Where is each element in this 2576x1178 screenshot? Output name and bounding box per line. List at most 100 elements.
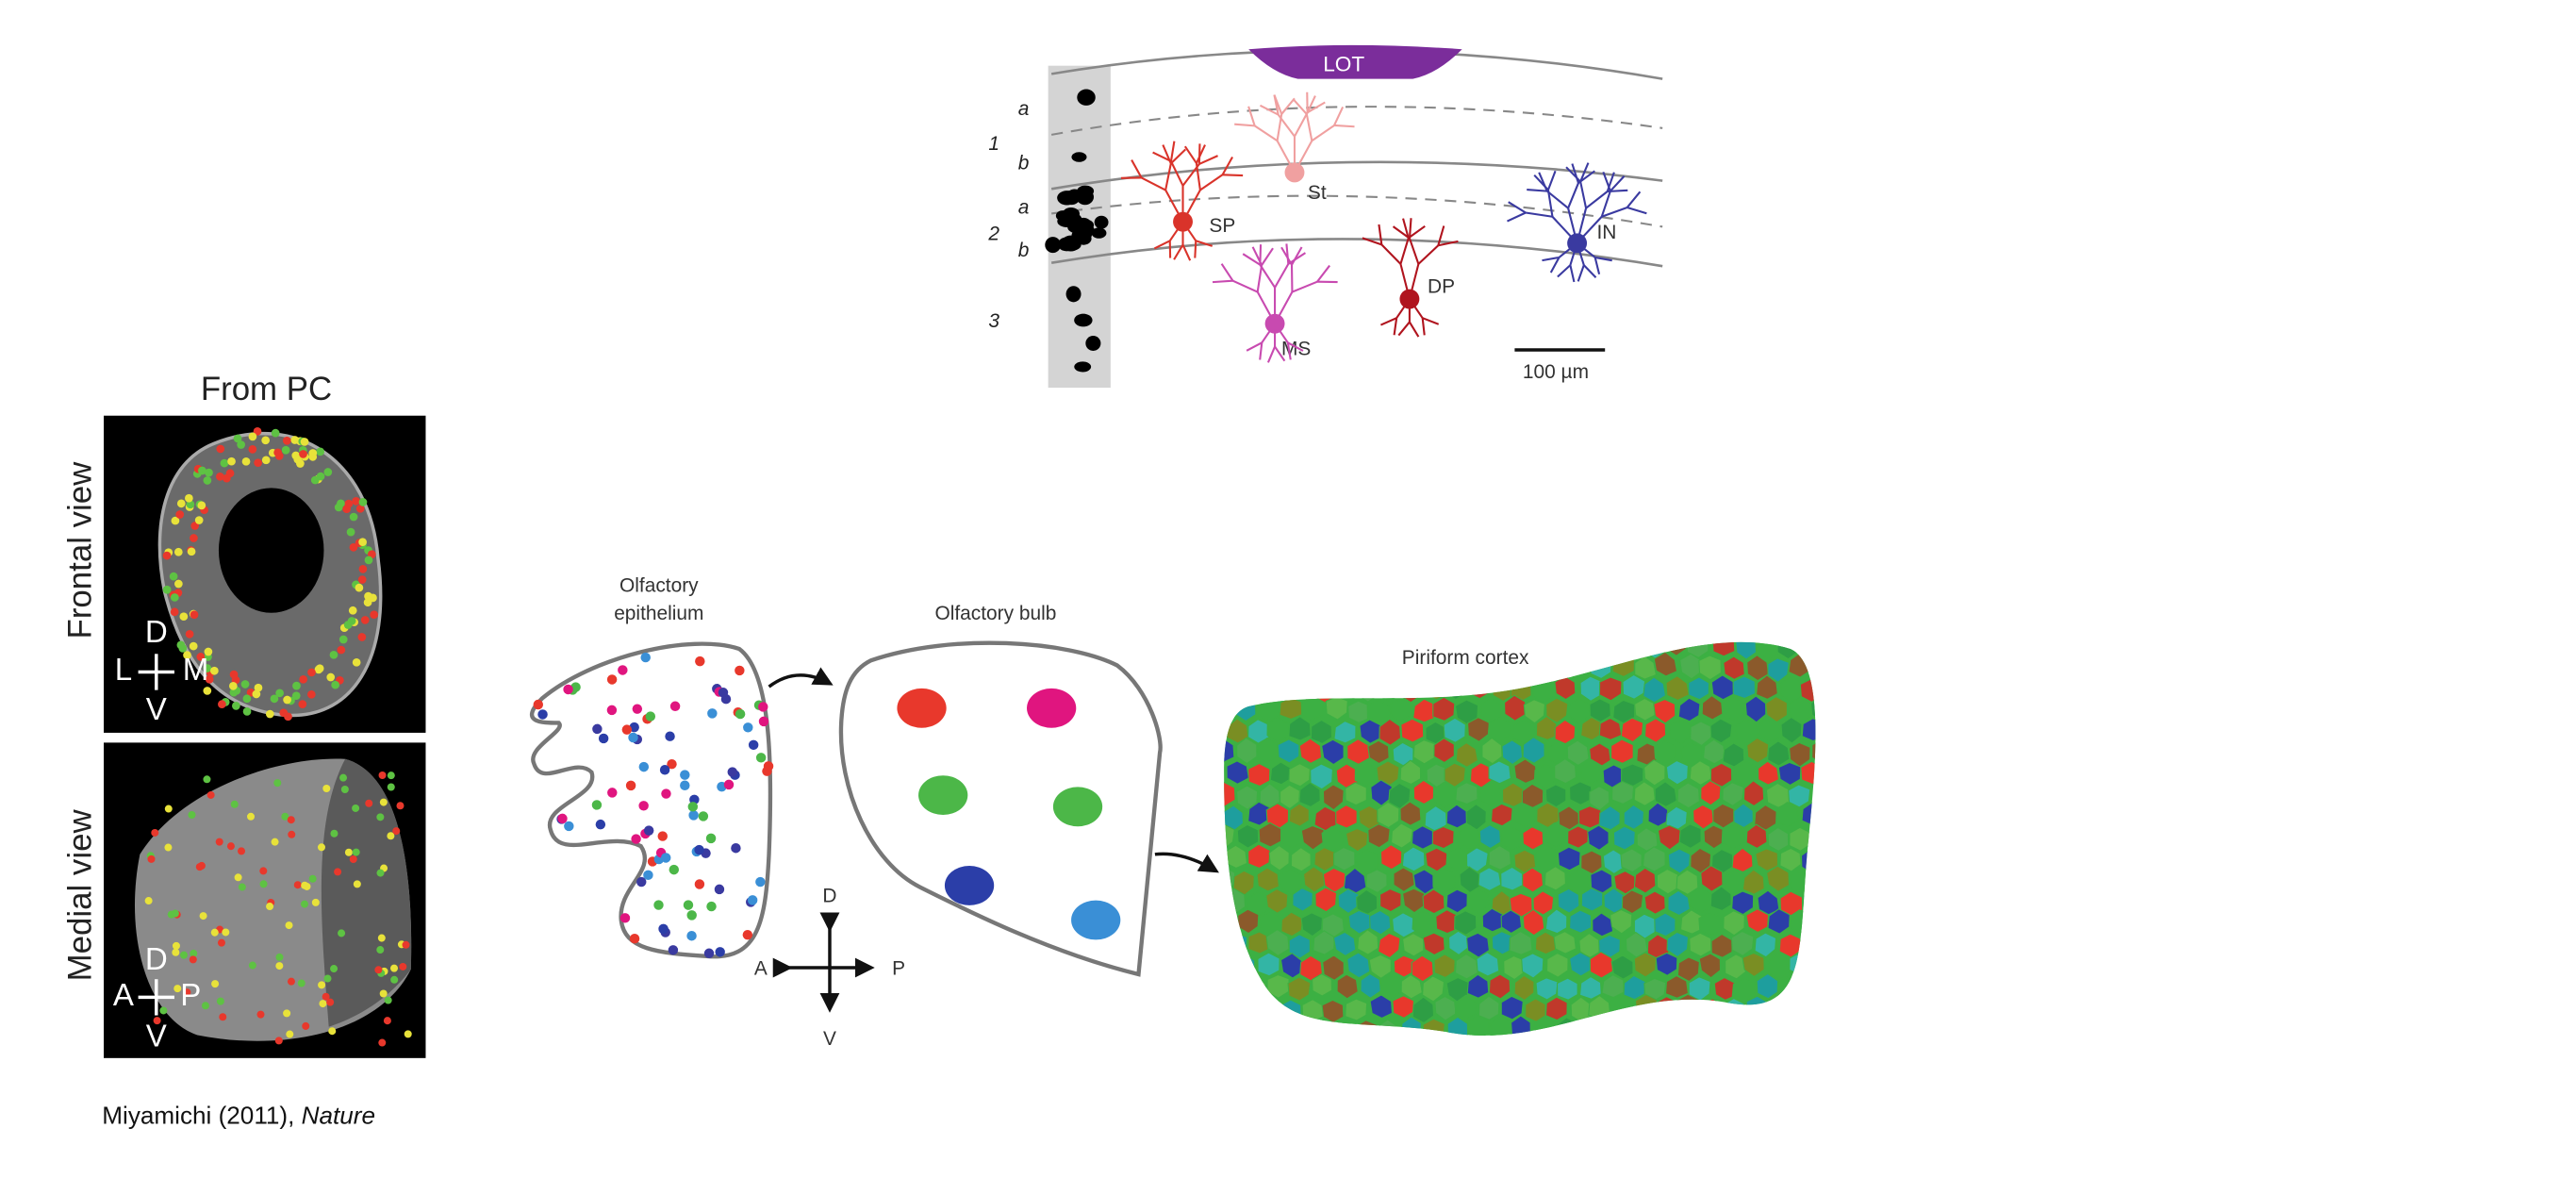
label-dot [252,689,261,699]
cortex-cell [1324,653,1348,678]
cortex-cell [1255,612,1276,635]
lot-tract [1248,44,1462,79]
cortex-cell [1633,611,1655,636]
receptor-dot [632,704,643,714]
dendrite [1549,257,1560,274]
arrow [1154,852,1219,873]
cortex-cell [1634,655,1657,680]
cortex-cell [1488,844,1511,871]
receptor-dot [683,900,694,910]
cortex-cell [1224,781,1236,807]
label-dot [197,501,206,510]
label-dot [220,458,229,468]
label-dot [358,538,367,547]
cortex-cell [1759,717,1781,743]
dendrite [1294,111,1309,138]
cortex-cell [1654,740,1676,766]
compass-label: A [754,957,768,979]
cortex-cell [1545,612,1567,636]
cortex-cell [1788,784,1811,808]
cortex-cell [1746,655,1770,682]
dendrite [1274,345,1286,362]
label-dot [265,709,274,719]
label-dot [194,516,204,524]
cortex-cell [1455,741,1478,768]
dendrite [1152,151,1172,162]
dendrite [1164,163,1172,191]
cortex-cell [1611,612,1634,638]
cortex-cell [1545,697,1569,723]
cortex-cell [1299,954,1323,982]
cortex-cell [1799,933,1816,958]
label-dot [348,606,357,615]
dendrite [1602,171,1611,191]
cortex-cell [1280,999,1302,1025]
cortex-cell [1678,823,1702,849]
cortex-cell [1688,676,1709,701]
label-dot [369,593,377,603]
cortex-cell [1466,888,1490,914]
label-dot [199,912,207,921]
label-dot [201,1002,209,1010]
cortex-cell [1702,738,1726,765]
receptor-dot [747,895,758,905]
label-dot [176,640,186,650]
label-dot [238,883,246,891]
cortex-cell [1745,823,1768,849]
cortex-cell [1466,973,1490,999]
cortex-cell [1513,758,1538,784]
cortex-cell [1676,993,1700,1020]
ventricle [218,488,324,613]
receptor-dot [607,788,618,798]
cortex-cell [1337,888,1360,915]
cortex-cell [1665,1019,1688,1036]
cortex-cell [1523,610,1544,633]
cortex-cell [1300,912,1323,937]
receptor-dot [763,761,774,772]
cortex-cell [1454,910,1478,936]
cortex-cell [1481,737,1503,765]
cortex-cell [1766,865,1791,892]
cortex-cell [1825,849,1846,874]
cortex-cell [1225,1016,1248,1036]
cortex-cell [1601,974,1625,999]
receptor-dot [667,758,677,770]
label-dot [173,547,183,556]
dendrite [1408,238,1420,265]
citation-journal: Nature [302,1101,375,1129]
label-dot [390,964,399,972]
compass [772,912,875,1013]
cortex-cell [1809,825,1816,850]
cortex-cell [1575,641,1599,661]
dendrite [1610,175,1626,192]
cortex-cell [1554,757,1577,785]
section [321,758,412,1027]
cortex-cell [1820,1016,1842,1040]
cortex-cell [1365,655,1388,681]
cortex-cell [1500,866,1524,891]
cortex-cell [1391,822,1413,849]
label-dot [261,436,271,445]
cortex-cell [1735,641,1757,660]
cortex-cell [1256,867,1280,892]
soma [1567,233,1588,254]
cortex-cell [1322,784,1345,811]
label-dot [183,651,191,659]
label-dot [186,500,195,509]
soma [1264,313,1285,334]
cortex-cell [1801,718,1816,742]
dendrite [1222,174,1244,177]
label-dot [298,700,307,708]
cortex-cell [1789,871,1812,894]
receptor-dot [755,753,767,763]
label-dot [261,456,271,465]
dendrite [1194,241,1197,258]
cortex-cell [1478,824,1501,850]
epithelium-shape [530,641,773,959]
label-dot [303,882,311,890]
label-dot [323,468,333,476]
cortex-cell [1431,825,1455,850]
cortex-cell [1812,869,1816,895]
receptor-dot [669,864,680,875]
cortex-cell [1653,651,1678,677]
